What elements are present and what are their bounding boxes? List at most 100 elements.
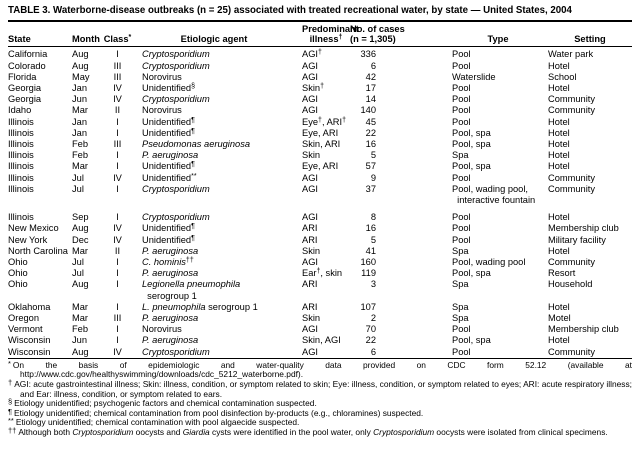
cell-setting: Community [548,105,596,116]
cell-class: I [116,324,119,335]
cell-state: Wisconsin [8,346,51,357]
cell-etiologic-agent: C. hominis†† [142,257,194,268]
cell-month: Jun [72,335,87,346]
cell-month: Feb [72,150,89,161]
cell-no-of-cases: 42 [365,71,376,82]
cell-setting: Hotel [548,161,570,172]
cell-predominant-illness: AGI [302,212,319,223]
table-row: Vermont Feb I Norovirus AGI 70 Pool Memb… [8,324,632,335]
cell-month: Sep [72,212,89,223]
cell-class: III [113,71,122,82]
cell-type: Pool [452,234,471,245]
footnote: § Etiology unidentified; psychogenic fact… [8,397,632,409]
header-row: State Month Class* Etiologic agent Predo… [8,22,632,48]
cell-no-of-cases: 70 [365,324,376,335]
cell-setting: Community [548,172,596,183]
table-row: Illinois Sep I Cryptosporidium AGI 8 Poo… [8,212,632,223]
footnote-marker: ** [8,416,14,426]
cell-predominant-illness: Eye, ARI [302,127,339,138]
cell-setting: Hotel [548,212,570,223]
cell-setting: Resort [548,268,576,279]
cell-setting: School [548,71,577,82]
footnote-marker: * [8,358,11,368]
cell-predominant-illness: AGI [302,183,319,194]
cell-state: Illinois [8,139,34,150]
column-header-no-of-cases: No. of cases (n = 1,305) [350,22,405,48]
cell-no-of-cases: 16 [365,139,376,150]
cell-type: Spa [452,245,469,256]
footnote: * On the basis of epidemiologic and water… [8,358,632,380]
table-row: Illinois Mar I Unidentified¶ Eye, ARI 57… [8,161,632,172]
cell-month: Jan [72,116,87,127]
cell-no-of-cases: 16 [365,223,376,234]
cell-no-of-cases: 140 [360,105,376,116]
cell-state: Georgia [8,83,42,94]
table-row: Illinois Jul I Cryptosporidium AGI 37 Po… [8,184,632,212]
cell-class: I [116,279,119,290]
cell-setting: Hotel [548,60,570,71]
cell-etiologic-agent: Cryptosporidium [142,346,210,357]
cell-no-of-cases: 9 [370,172,376,183]
cell-state: Ohio [8,268,28,279]
cell-etiologic-agent: P. aeruginosa [142,313,199,324]
table-row: New York Dec IV Unidentified¶ ARI 5 Pool… [8,235,632,246]
cell-setting: Military facility [548,234,606,245]
cell-etiologic-agent: Cryptosporidium [142,49,210,60]
cell-etiologic-agent: Norovirus [142,105,182,116]
cell-class: III [113,313,122,324]
cell-setting: Motel [548,313,571,324]
cell-type: Pool [452,212,471,223]
cell-type: Pool, spa [452,268,491,279]
cell-predominant-illness: AGI [302,71,319,82]
cell-class: I [116,335,119,346]
cell-setting: Household [548,279,593,290]
cell-class: III [113,60,122,71]
cell-setting: Hotel [548,150,570,161]
cell-no-of-cases: 57 [365,161,376,172]
footnote: ¶ Etiology unidentified; chemical contami… [8,407,632,419]
document-page: TABLE 3. Waterborne-disease outbreaks (n… [8,3,633,437]
outbreaks-table: State Month Class* Etiologic agent Predo… [8,22,632,359]
cell-class: I [116,212,119,223]
cell-state: Illinois [8,116,34,127]
cell-class: IV [113,83,122,94]
cell-month: Mar [72,161,89,172]
cell-type: Pool [452,346,471,357]
table-row: Oklahoma Mar I L. pneumophila serogroup … [8,302,632,313]
cell-etiologic-agent: Norovirus [142,324,182,335]
cell-no-of-cases: 37 [365,183,376,194]
cases-header-line2: (n = 1,305) [350,34,396,45]
cell-month: Jul [72,183,84,194]
cases-header-line1: No. of cases [350,24,405,34]
cell-setting: Community [548,257,596,268]
cell-month: Dec [72,234,89,245]
cell-type: Pool, wading pool, interactive fountain [452,183,536,206]
cell-type: Spa [452,279,469,290]
cell-no-of-cases: 6 [370,346,376,357]
column-header-setting: Setting [544,22,632,48]
cell-no-of-cases: 22 [365,127,376,138]
cell-type: Pool [452,324,471,335]
cell-state: Colorado [8,60,46,71]
table-row: Florida May III Norovirus AGI 42 Watersl… [8,72,632,83]
cell-setting: Hotel [548,127,570,138]
cell-setting: Hotel [548,139,570,150]
cell-class: I [116,268,119,279]
cell-class: I [116,161,119,172]
cell-no-of-cases: 45 [365,116,376,127]
table-title: TABLE 3. Waterborne-disease outbreaks (n… [8,3,632,22]
cell-no-of-cases: 6 [370,60,376,71]
cell-month: Mar [72,301,89,312]
cell-class: IV [113,94,122,105]
footnote: † AGI: acute gastrointestinal illness; Sk… [8,378,633,399]
cell-type: Spa [452,301,469,312]
cell-state: Illinois [8,172,34,183]
cell-etiologic-agent: P. aeruginosa [142,268,199,279]
table-row: Illinois Feb III Pseudomonas aeruginosa … [8,139,632,150]
cell-state: Illinois [8,161,34,172]
footnote-marker: †† [8,426,17,436]
cell-type: Pool, wading pool [452,257,526,268]
cell-month: Aug [72,223,89,234]
footnote-text: AGI: acute gastrointestinal illness; Ski… [14,379,633,399]
table-row: Ohio Aug I Legionella pneumophila serogr… [8,279,632,301]
